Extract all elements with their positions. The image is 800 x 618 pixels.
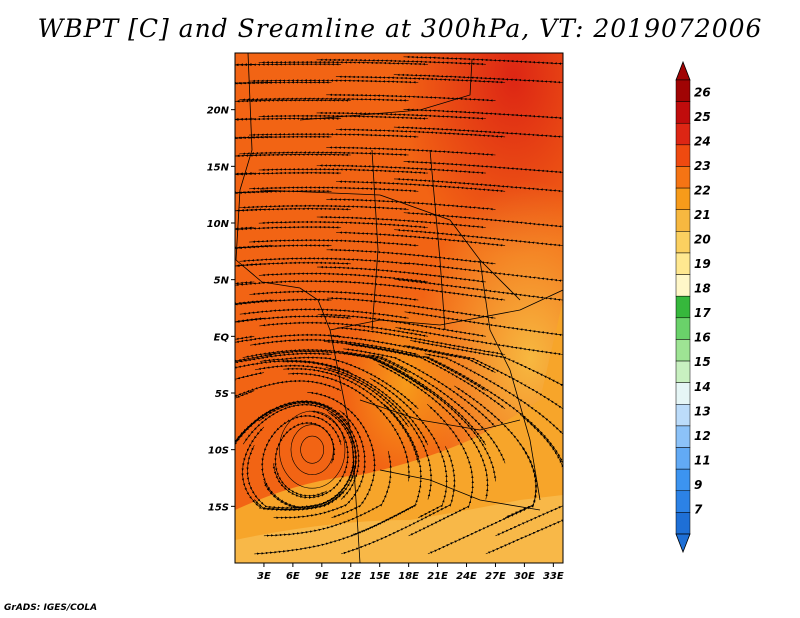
lon-tick-label: 18E [398,571,419,582]
colorbar-bin [675,101,691,124]
lon-tick-label: 21E [427,571,448,582]
colorbar-arrow-down [675,533,691,554]
streamline [393,73,563,84]
lon-tick-label: 27E [485,571,506,582]
streamline [326,93,496,102]
lat-tick-label: 10S [208,446,229,457]
colorbar-label: 21 [694,208,711,222]
streamline [403,108,563,120]
colorbar-bin [675,468,691,492]
streamline [394,228,563,247]
streamline [235,371,264,382]
lat-tick-label: 5S [215,389,229,400]
colorbar-label: 26 [694,85,711,99]
longitude-axis: 3E 6E 9E 12E 15E 18E 21E 24E 27E 30E 33E [257,563,564,582]
colorbar-label: 25 [694,110,711,124]
colorbar-bin [675,209,691,232]
streamline [403,55,563,66]
vortex-streamline [279,410,346,489]
colorbar-bin [675,122,691,146]
streamline [485,517,563,555]
colorbar-label: 12 [694,429,711,443]
colorbar-label: 7 [694,502,703,516]
lon-tick-label: 6E [286,571,300,582]
colorbar-bin [675,360,691,383]
colorbar-label: 16 [694,331,711,345]
colorbar-label: 11 [694,453,711,467]
streamline [562,517,563,518]
colorbar-label: 23 [694,159,711,173]
grads-credit: GrADS: IGES/COLA [4,603,98,613]
colorbar-label: 15 [694,355,711,369]
lon-tick-label: 3E [257,571,271,582]
streamline [394,278,563,301]
streamline [427,444,538,555]
colorbar-bin [675,166,691,189]
colorbar-bin [675,339,691,362]
lon-tick-label: 9E [315,571,329,582]
streamline [326,248,496,265]
vortex-streamline [300,435,325,464]
colorbar-bin [675,447,691,470]
colorbar-bin [675,274,691,297]
lon-tick-label: 33E [543,571,564,582]
colorbar-label: 9 [694,478,702,492]
colorbar-label: 22 [694,183,711,197]
chart-title: WBPT [C] and Sreamline at 300hPa, VT: 20… [37,14,763,43]
lat-tick-label: 15S [208,502,229,513]
colorbar-label: 19 [694,257,711,271]
coastline-borders [235,53,563,563]
colorbar-label: 24 [694,134,711,148]
vortex-streamline [290,424,334,475]
colorbar-bin [675,144,691,167]
lat-tick-label: 20N [207,106,230,117]
colorbar-bin [675,295,691,319]
lon-tick-label: 30E [514,571,535,582]
streamline [393,126,563,138]
streamlines-layer [235,55,563,555]
colorbar-bin [675,317,691,340]
streamline [326,198,496,211]
lat-tick-label: 5N [214,276,230,287]
streamline [403,160,563,175]
colorbar-bin [675,490,691,513]
colorbar-bin [675,252,691,275]
map-plot-area [235,53,563,563]
colorbar-label: 18 [694,282,711,296]
colorbar-bin [675,512,691,535]
colorbar: 7 9 11 12 13 14 15 16 17 18 19 20 21 22 23 24 25 26 [675,60,711,554]
streamline [403,211,563,229]
colorbar-bin [675,425,691,448]
latitude-axis: 20N 15N 10N 5N EQ 5S 10S 15S [207,106,235,513]
colorbar-label: 13 [694,404,711,418]
lon-tick-label: 15E [369,571,390,582]
streamline [326,146,496,157]
lon-tick-label: 12E [340,571,361,582]
lat-tick-label: 15N [207,162,230,173]
colorbar-label: 20 [694,233,711,247]
colorbar-bin [675,79,691,102]
map-frame [234,52,564,564]
colorbar-bin [675,187,691,210]
colorbar-arrow-up [675,60,691,81]
colorbar-bin [675,404,691,427]
colorbar-bin [675,231,691,254]
colorbar-label: 14 [694,380,711,394]
streamline [404,262,563,283]
colorbar-label: 17 [694,306,711,320]
colorbar-bin [675,382,691,405]
lat-tick-label: EQ [214,332,230,343]
streamline [393,177,563,193]
lon-tick-label: 24E [456,571,477,582]
lat-tick-label: 10N [207,219,230,230]
